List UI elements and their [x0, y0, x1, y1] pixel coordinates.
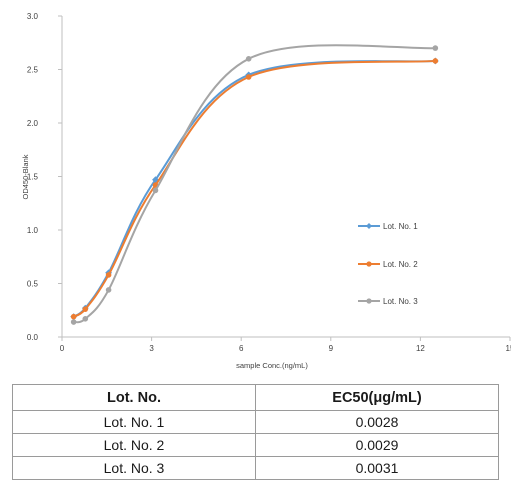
legend-swatch-marker [366, 223, 372, 229]
x-tick-label: 15 [506, 344, 511, 353]
data-point [432, 45, 439, 51]
table-cell-ec50: 0.0028 [255, 410, 499, 434]
table-cell-lot: Lot. No. 3 [12, 456, 256, 480]
y-tick-label: 1.5 [27, 173, 39, 182]
legend-label: Lot. No. 2 [383, 260, 418, 269]
legend-item: Lot. No. 3 [358, 297, 418, 306]
x-tick-label: 0 [60, 344, 65, 353]
legend-item: Lot. No. 2 [358, 260, 418, 269]
legend-swatch-marker [366, 298, 372, 304]
x-tick-label: 6 [239, 344, 244, 353]
data-point [82, 306, 89, 312]
table-row: Lot. No. 3 0.0031 [12, 456, 499, 480]
y-tick-label: 2.5 [27, 66, 39, 75]
x-tick-label: 12 [416, 344, 425, 353]
y-tick-label: 0.0 [27, 333, 39, 342]
column-header-lot: Lot. No. [12, 384, 256, 411]
series-line [73, 59, 436, 318]
y-axis-title: OD450-Blank [21, 154, 30, 199]
table-row: Lot. No. 2 0.0029 [12, 433, 499, 457]
data-point [70, 313, 77, 320]
data-point [245, 74, 252, 80]
series-1 [70, 57, 439, 321]
table-cell-ec50: 0.0029 [255, 433, 499, 457]
data-point [105, 287, 112, 293]
y-tick-label: 0.5 [27, 280, 39, 289]
chart-axes: 0.0 0.5 1.0 1.5 2.0 2.5 3.0 0 3 6 9 12 15 [27, 12, 511, 353]
x-tick-label: 9 [329, 344, 334, 353]
y-tick-label: 2.0 [27, 119, 39, 128]
chart-legend: Lot. No. 1 Lot. No. 2 Lot. No. 3 [358, 222, 418, 306]
data-point [105, 272, 112, 278]
series-3 [70, 44, 439, 325]
series-line [73, 44, 436, 324]
legend-label: Lot. No. 3 [383, 297, 418, 306]
table-row: Lot. No. 1 0.0028 [12, 410, 499, 434]
y-tick-label: 1.0 [27, 226, 39, 235]
table-cell-lot: Lot. No. 2 [12, 433, 256, 457]
y-tick-label: 3.0 [27, 12, 39, 21]
legend-label: Lot. No. 1 [383, 222, 418, 231]
chart-series-layer [70, 44, 439, 325]
data-point [82, 316, 89, 322]
legend-item: Lot. No. 1 [358, 222, 418, 231]
table-cell-ec50: 0.0031 [255, 456, 499, 480]
data-point [432, 58, 439, 64]
series-line [73, 59, 436, 318]
ec50-table: Lot. No. EC50(μg/mL) Lot. No. 1 0.0028 L… [12, 384, 499, 480]
column-header-ec50: EC50(μg/mL) [255, 384, 499, 411]
table-cell-lot: Lot. No. 1 [12, 410, 256, 434]
legend-swatch-marker [366, 261, 372, 267]
data-point [70, 319, 77, 325]
x-axis-title: sample Conc.(ng/mL) [236, 361, 308, 370]
data-point [152, 187, 159, 194]
x-tick-label: 3 [149, 344, 154, 353]
line-chart: 0.0 0.5 1.0 1.5 2.0 2.5 3.0 0 3 6 9 12 15 Lot. No. 1… [21, 12, 511, 370]
data-point [245, 56, 252, 62]
table-header-row: Lot. No. EC50(μg/mL) [12, 384, 499, 411]
series-2 [70, 58, 439, 320]
